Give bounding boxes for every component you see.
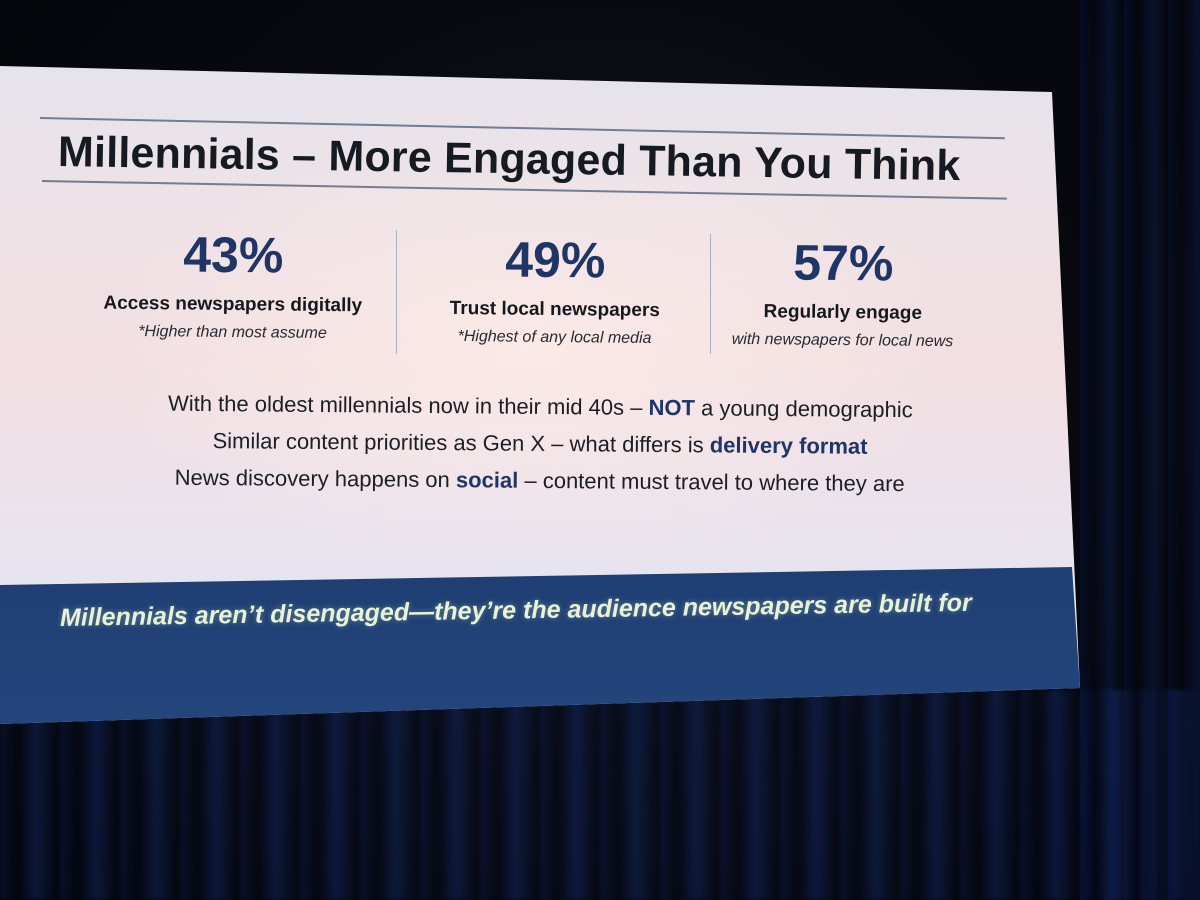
stat-divider: [396, 230, 397, 354]
stat-trust: 49% Trust local newspapers *Highest of a…: [404, 231, 705, 348]
key-point: News discovery happens on social – conte…: [174, 464, 905, 497]
stat-engagement: 57% Regularly engage with newspapers for…: [711, 234, 974, 352]
side-curtain: [1080, 0, 1200, 900]
stat-value: 49%: [504, 231, 606, 289]
stat-note: *Higher than most assume: [138, 323, 327, 342]
stat-note: *Highest of any local media: [457, 327, 652, 348]
stat-label: Trust local newspapers: [449, 297, 660, 322]
key-points: With the oldest millennials now in their…: [90, 390, 991, 509]
stat-label: Regularly engage: [763, 301, 923, 324]
stat-digital-access: 43% Access newspapers digitally *Higher …: [77, 226, 388, 343]
stat-label: Access newspapers digitally: [103, 292, 363, 317]
key-point: Similar content priorities as Gen X – wh…: [212, 428, 868, 459]
projector-glow: [80, 180, 980, 560]
stat-note: with newspapers for local news: [731, 330, 954, 351]
stat-value: 57%: [792, 234, 894, 292]
stat-divider: [710, 234, 711, 354]
stat-value: 43%: [182, 226, 284, 284]
stage-curtain: [0, 690, 1200, 900]
